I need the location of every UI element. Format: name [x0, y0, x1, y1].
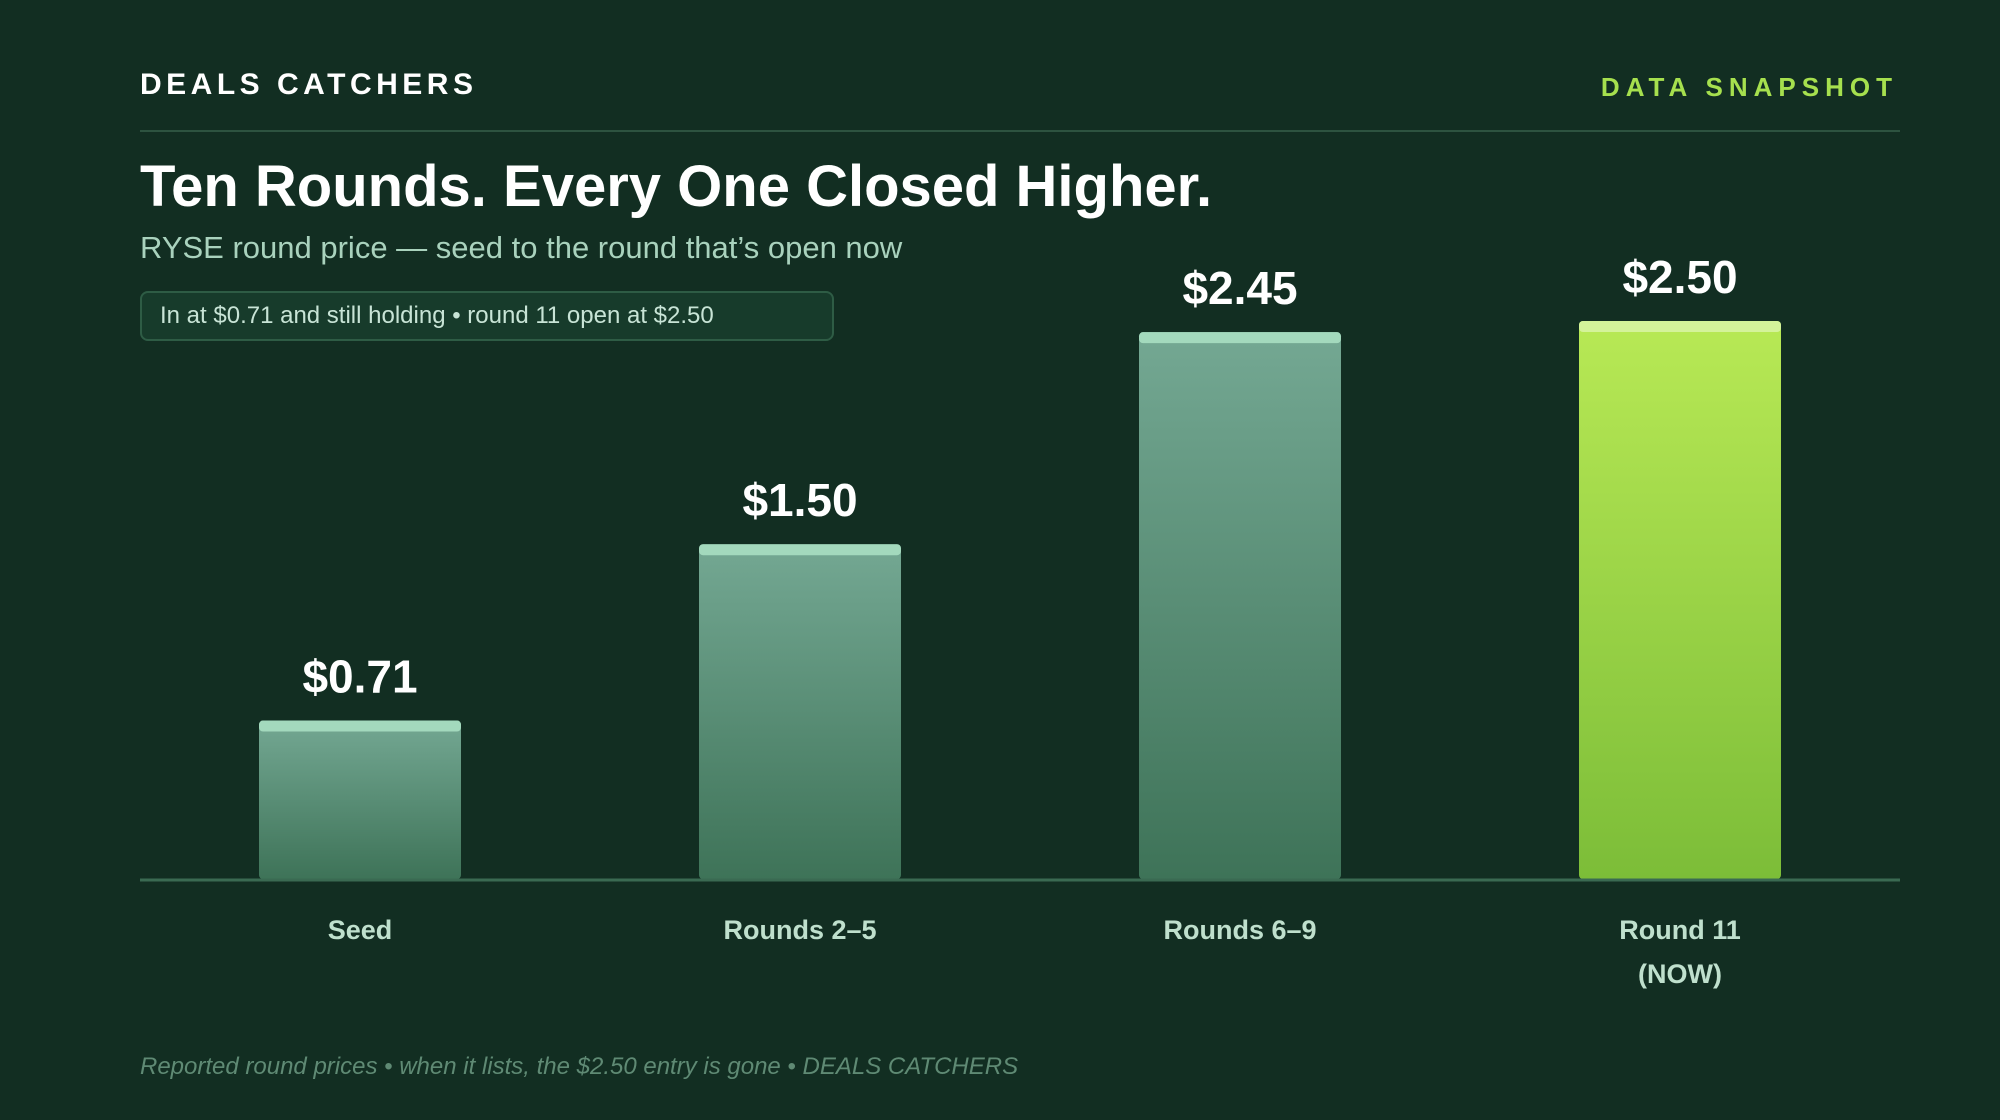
category-label-2: Rounds 2–5 — [723, 915, 876, 945]
category-label-1: Seed — [328, 915, 393, 945]
value-label-1: $0.71 — [302, 651, 417, 703]
value-label-4: $2.50 — [1622, 251, 1737, 303]
page-title: Ten Rounds. Every One Closed Higher. — [140, 154, 1213, 219]
bar-2 — [699, 544, 901, 879]
highlight-note: In at $0.71 and still holding • round 11… — [140, 291, 834, 341]
bar-cap-1 — [259, 720, 461, 732]
category-label-3: Rounds 6–9 — [1163, 915, 1316, 945]
section-tag: DATA SNAPSHOT — [1600, 72, 1898, 102]
bar-3 — [1139, 332, 1341, 879]
value-label-3: $2.45 — [1182, 262, 1297, 314]
bar-1 — [259, 720, 461, 879]
bar-4 — [1579, 321, 1781, 879]
footer-note: Reported round prices • when it lists, t… — [140, 1053, 1019, 1080]
header-divider — [140, 130, 1900, 132]
brand-name: DEALS CATCHERS — [140, 68, 478, 101]
category-label-4: Round 11 (NOW) — [1619, 915, 1741, 989]
page-subtitle: RYSE round price — seed to the round tha… — [140, 230, 903, 265]
bar-cap-3 — [1139, 332, 1341, 344]
bar-cap-2 — [699, 544, 901, 556]
value-label-2: $1.50 — [742, 474, 857, 526]
bar-cap-4 — [1579, 321, 1781, 332]
